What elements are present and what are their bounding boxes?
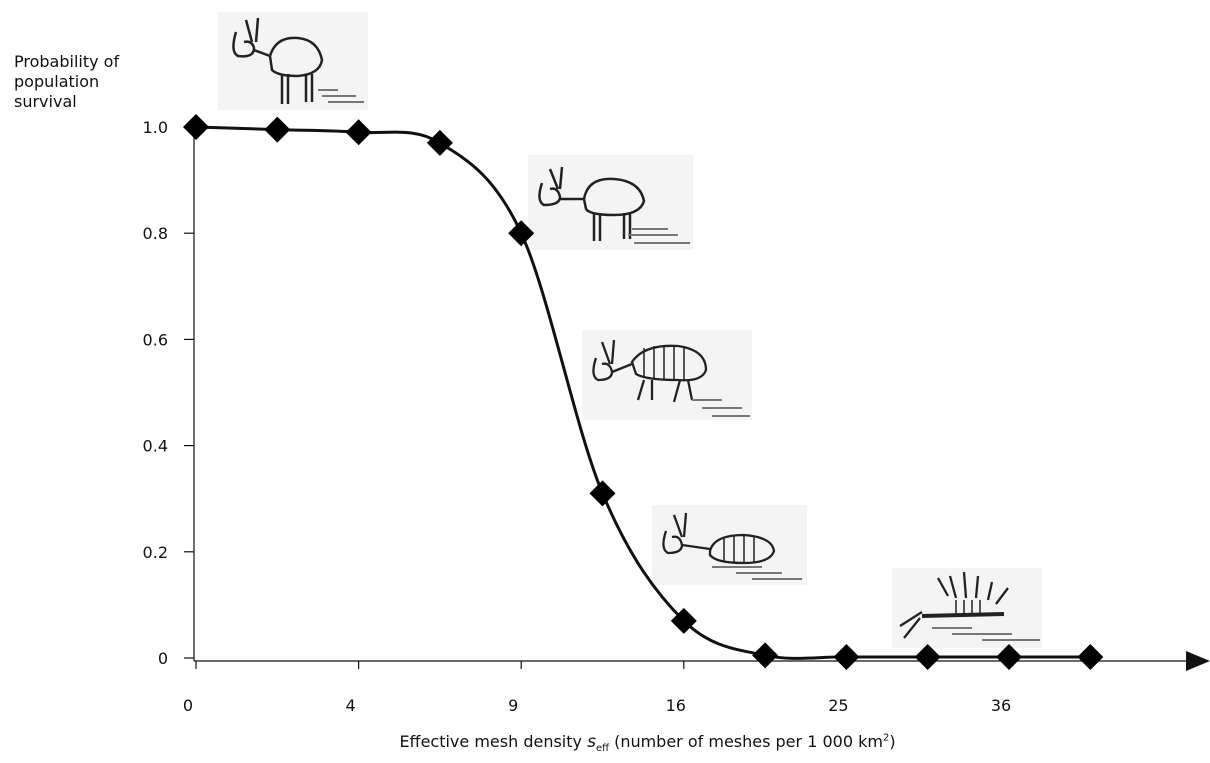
y-ticks: 0 0.2 0.4 0.6 0.8 1.0	[143, 118, 194, 668]
x-axis-label-units: (number of meshes per 1 000 km	[608, 732, 883, 751]
data-point-marker	[1077, 643, 1104, 670]
x-tick-label: 25	[828, 696, 848, 715]
data-point-marker	[996, 643, 1022, 670]
data-point-marker	[833, 643, 860, 670]
y-tick-label: 0	[158, 649, 168, 668]
data-point-marker	[508, 220, 535, 247]
x-tick-label: 0	[183, 696, 193, 715]
animal-icon	[528, 155, 693, 250]
x-axis-label: Effective mesh density seff (number of m…	[0, 732, 1210, 754]
animal-illustrations	[218, 12, 1042, 648]
x-ticks: 0 4 9 16 25 36	[183, 661, 1011, 715]
data-point-marker	[264, 116, 291, 143]
x-axis-label-end: )	[889, 732, 896, 751]
axes	[193, 127, 1210, 671]
data-point-marker	[589, 480, 616, 507]
data-markers	[183, 114, 1104, 670]
y-axis-label: Probability of population survival	[14, 52, 119, 112]
data-point-marker	[345, 119, 372, 146]
data-point-marker	[183, 114, 209, 140]
y-tick-label: 0.2	[143, 543, 168, 562]
y-axis-label-line: survival	[14, 92, 77, 111]
x-axis-subscript: eff	[595, 743, 609, 755]
data-point-marker	[914, 643, 941, 670]
data-point-marker	[752, 642, 779, 669]
dead-animal-icon	[892, 568, 1042, 648]
lying-animal-icon	[652, 505, 807, 585]
x-tick-label: 36	[991, 696, 1011, 715]
y-tick-label: 0.8	[143, 224, 168, 243]
x-axis-superscript: 2	[882, 732, 890, 744]
x-axis-arrow-icon	[1186, 651, 1210, 671]
x-tick-label: 16	[666, 696, 686, 715]
y-tick-label: 0.6	[143, 330, 168, 349]
y-axis-label-line: population	[14, 72, 100, 91]
y-tick-label: 1.0	[143, 118, 168, 137]
data-point-marker	[670, 607, 697, 634]
x-axis-label-prefix: Effective mesh density	[399, 732, 588, 751]
x-axis-symbol: s	[587, 732, 596, 752]
thin-animal-icon	[582, 330, 752, 420]
data-point-marker	[426, 129, 453, 156]
x-tick-label: 9	[508, 696, 518, 715]
y-tick-label: 0.4	[143, 437, 168, 456]
x-tick-label: 4	[346, 696, 356, 715]
y-axis-label-line: Probability of	[14, 52, 120, 71]
healthy-animal-icon	[218, 12, 368, 110]
